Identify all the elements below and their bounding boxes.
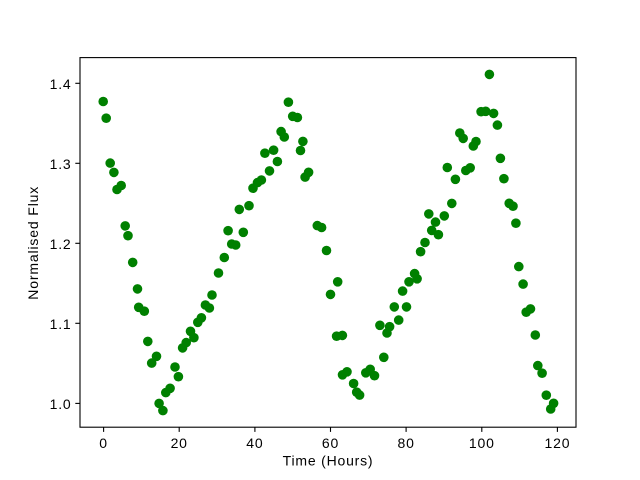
svg-text:100: 100	[469, 435, 495, 451]
svg-text:1.2: 1.2	[50, 236, 72, 252]
svg-text:Time (Hours): Time (Hours)	[283, 453, 374, 469]
svg-text:1.1: 1.1	[50, 316, 72, 332]
svg-text:1.3: 1.3	[50, 156, 72, 172]
svg-text:80: 80	[398, 435, 415, 451]
svg-text:1.4: 1.4	[50, 76, 72, 92]
svg-text:0: 0	[99, 435, 108, 451]
svg-text:1.0: 1.0	[50, 396, 72, 412]
svg-text:120: 120	[545, 435, 571, 451]
svg-text:40: 40	[246, 435, 263, 451]
svg-text:Normalised Flux: Normalised Flux	[25, 186, 41, 300]
svg-text:20: 20	[171, 435, 188, 451]
svg-text:60: 60	[322, 435, 339, 451]
